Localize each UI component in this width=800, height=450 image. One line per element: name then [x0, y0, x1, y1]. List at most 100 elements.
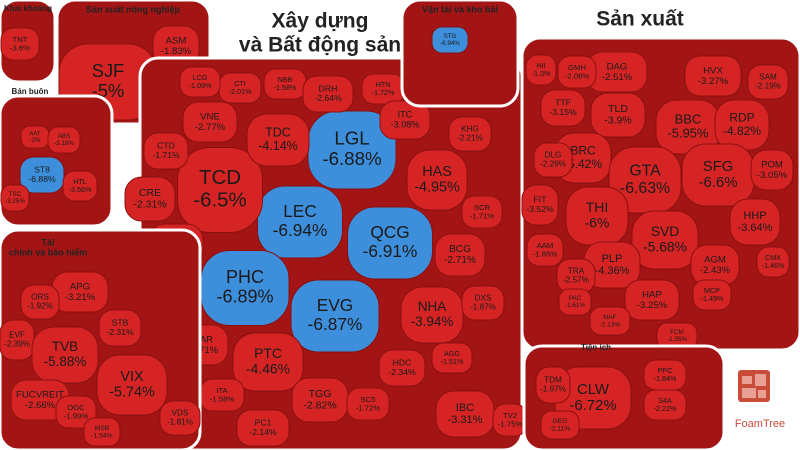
cell-value: -1.99%: [64, 411, 88, 420]
cell-ticker: FUCVREIT: [16, 389, 64, 400]
cell: [19, 156, 65, 194]
cell-ticker: SAM: [759, 73, 777, 82]
cell-ticker: ABS: [58, 133, 70, 140]
cell-ticker: SC5: [361, 395, 376, 404]
cell-value: -1.71%: [152, 150, 180, 160]
cell-value: -4.14%: [258, 139, 298, 153]
cell-ticker: VIX: [120, 369, 144, 385]
logo: FoamTree: [727, 360, 797, 446]
cell-ticker: TV2: [503, 411, 517, 420]
cell-ticker: TDM: [544, 376, 562, 385]
cell-ticker: CRE: [139, 187, 161, 199]
cell-value: -1.85%: [533, 249, 557, 258]
cell: [540, 410, 580, 440]
group-title: Xây dựng: [272, 10, 369, 33]
cell-value: -3.27%: [698, 76, 729, 87]
cell-value: -2.71%: [444, 255, 476, 266]
cell-ticker: QCG: [370, 222, 409, 242]
cell-ticker: TNT: [13, 35, 28, 44]
cell-ticker: HTL: [73, 177, 87, 186]
cell-ticker: STB: [112, 318, 129, 328]
cell-ticker: DLG: [545, 151, 562, 160]
cell-value: -3.52%: [526, 204, 554, 214]
cell: [461, 195, 503, 229]
cell-value: -3.25%: [637, 300, 668, 311]
cell: [0, 27, 40, 61]
cell: [526, 233, 564, 267]
cell-value: -1.49%: [701, 294, 724, 303]
cell: [0, 184, 30, 212]
cell-ticker: VDS: [172, 409, 189, 418]
cell: [431, 342, 473, 374]
cell: [643, 389, 687, 421]
cell: [540, 89, 586, 127]
cell-value: -1.58%: [210, 394, 234, 403]
cell-ticker: HVX: [703, 65, 723, 76]
cell: [557, 55, 597, 89]
cell-ticker: PLP: [602, 253, 623, 265]
cell-ticker: TTF: [555, 98, 571, 108]
cell-ticker: PHC: [226, 267, 264, 287]
logo-text: FoamTree: [735, 418, 785, 430]
cell-ticker: TDC: [265, 125, 291, 139]
cell-value: -2.64%: [314, 93, 342, 103]
cell-value: -2.11%: [550, 425, 571, 432]
cell-value: -2.39%: [4, 340, 30, 349]
cell: [55, 395, 97, 429]
cell-value: -1.92%: [27, 302, 53, 311]
cell-ticker: AAM: [537, 241, 554, 250]
cell-value: -1.54%: [91, 432, 112, 439]
cell-ticker: THI: [586, 199, 608, 215]
cell-ticker: AGG: [444, 349, 460, 358]
cell-value: -2.22%: [654, 404, 677, 413]
cell: [179, 66, 221, 98]
cell-ticker: HAR: [193, 334, 213, 345]
group-title: Tài: [41, 237, 54, 247]
cell-value: -3.08%: [391, 119, 420, 129]
cell-value: -2.29%: [540, 160, 566, 169]
cell-value: -1.51%: [441, 357, 464, 366]
cell-value: -1.35%: [667, 336, 687, 343]
cell-ticker: ITA: [216, 386, 228, 395]
cell-ticker: FIT: [534, 195, 548, 205]
cell-ticker: SFG: [703, 159, 734, 175]
cell-value: -2.66%: [25, 400, 56, 411]
cell-ticker: SCR: [474, 203, 491, 212]
cell-ticker: FCM: [670, 329, 684, 336]
cell-value: -2.77%: [195, 122, 226, 133]
cell-value: -1.75%: [498, 419, 522, 428]
cell-ticker: LEC: [283, 201, 317, 221]
cell-ticker: ASM: [166, 35, 187, 46]
cell-value: -6%: [585, 214, 610, 230]
cell-value: -6.89%: [216, 287, 273, 307]
cell-ticker: DAG: [607, 61, 628, 72]
cell: [434, 233, 486, 277]
cell: [143, 132, 189, 170]
cell-ticker: HTN: [376, 80, 391, 89]
cell-value: -2.71%: [188, 345, 219, 356]
group-title: Sản xuất nông nghiệp: [86, 4, 181, 14]
cell: [177, 147, 263, 233]
cell: [461, 285, 505, 321]
cell-value: -2.21%: [457, 134, 483, 143]
cell-value: -1.61%: [565, 302, 585, 309]
cell-value: -3.21%: [65, 292, 96, 303]
cell-ticker: S4A: [658, 396, 672, 405]
cell-ticker: STG: [444, 33, 457, 40]
cell: [589, 306, 631, 336]
cell-ticker: NBB: [278, 75, 293, 84]
cell-ticker: GMH: [568, 63, 586, 72]
cell-ticker: AAT: [29, 131, 41, 137]
logo-icon-detail: [742, 374, 766, 398]
cell-value: -6.91%: [363, 241, 418, 261]
cell-ticker: POM: [761, 159, 783, 170]
cell-value: -3.64%: [738, 222, 773, 234]
cell-ticker: OGC: [67, 403, 85, 412]
cell-value: -3.9%: [604, 115, 632, 127]
cell-ticker: PAC: [569, 295, 582, 302]
group-title: Khai khoáng: [4, 4, 52, 13]
cell-value: -4.82%: [723, 124, 761, 138]
cell-ticker: BRC: [570, 144, 596, 158]
cell: [62, 170, 98, 202]
cell-value: -2.06%: [565, 71, 589, 80]
